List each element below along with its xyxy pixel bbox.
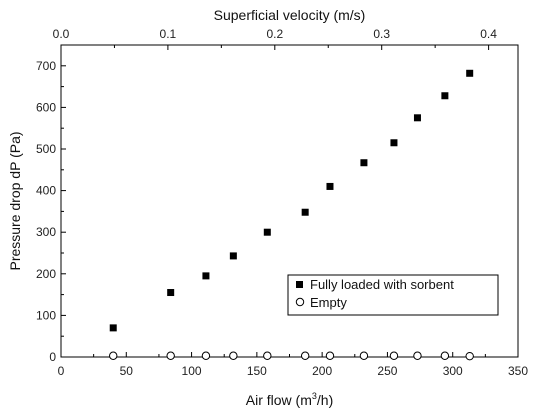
point-empty: [229, 351, 238, 360]
series-fully-loaded: [109, 69, 474, 332]
y-tick-label: 600: [36, 100, 56, 114]
series-empty: [109, 351, 474, 361]
point-fully-loaded: [167, 289, 175, 297]
legend-marker-empty: [295, 297, 305, 307]
x2-tick-label: 0.1: [160, 27, 177, 41]
point-fully-loaded: [360, 159, 368, 167]
x2-tick-label: 0.4: [480, 27, 497, 41]
y-tick-label: 500: [36, 142, 56, 156]
point-empty: [325, 351, 335, 360]
x-tick-label: 50: [120, 364, 134, 378]
point-fully-loaded: [466, 69, 474, 77]
x-tick-label: 350: [508, 364, 528, 378]
point-fully-loaded: [413, 114, 421, 122]
point-fully-loaded: [390, 139, 398, 147]
point-empty: [201, 351, 211, 360]
legend: Fully loaded with sorbent Empty: [287, 274, 499, 316]
legend-box: [287, 274, 499, 316]
point-empty: [300, 351, 310, 360]
x-tick-label: 0: [58, 364, 65, 378]
legend-marker-fully-loaded: [296, 281, 303, 288]
x2-tick-label: 0.2: [266, 27, 283, 41]
y-tick-label: 0: [49, 350, 56, 364]
x2-axis-title: Superficial velocity (m/s): [214, 7, 366, 23]
data-series: [109, 69, 474, 361]
point-fully-loaded: [441, 92, 449, 100]
legend-label-empty: Empty: [310, 295, 347, 310]
legend-label-fully-loaded: Fully loaded with sorbent: [310, 277, 454, 292]
point-fully-loaded: [202, 272, 210, 280]
point-fully-loaded: [326, 182, 334, 190]
x2-tick-label: 0.0: [53, 27, 70, 41]
point-fully-loaded: [301, 208, 309, 216]
y-tick-label: 200: [36, 267, 56, 281]
y-tick-label: 100: [36, 308, 56, 322]
point-fully-loaded: [229, 252, 237, 260]
point-empty: [359, 351, 369, 360]
y-tick-label: 300: [36, 225, 56, 239]
point-empty: [440, 351, 450, 360]
x2-tick-label: 0.3: [373, 27, 390, 41]
x-tick-label: 200: [312, 364, 332, 378]
point-fully-loaded: [109, 324, 117, 332]
point-empty: [389, 351, 399, 360]
x-tick-label: 300: [443, 364, 463, 378]
y-axis-title: Pressure drop dP (Pa): [7, 131, 23, 270]
point-empty: [166, 351, 175, 360]
axis-ticks: 0 50 100 150 200 250 300 350 0.0 0.1 0.2 0.3 0.4 0 100…: [36, 27, 528, 378]
x-tick-label: 100: [182, 364, 202, 378]
point-empty: [109, 351, 118, 360]
x-tick-label: 250: [377, 364, 397, 378]
y-tick-label: 700: [36, 59, 56, 73]
x-tick-label: 150: [247, 364, 267, 378]
point-empty: [263, 351, 272, 360]
point-empty: [465, 351, 474, 361]
point-empty: [413, 351, 422, 360]
y-tick-label: 400: [36, 184, 56, 198]
x-axis-title: Air flow (m3/h): [246, 391, 333, 408]
point-fully-loaded: [263, 228, 271, 236]
